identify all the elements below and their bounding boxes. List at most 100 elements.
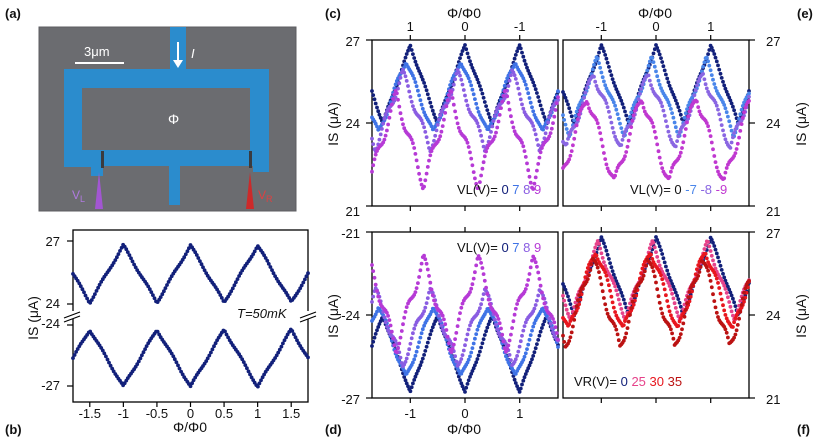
- d-point: [517, 390, 522, 394]
- c-point: [465, 51, 470, 56]
- c-point: [523, 62, 528, 67]
- d-point: [468, 375, 472, 379]
- e-point: [651, 124, 656, 129]
- e-point: [732, 108, 736, 113]
- b-lower-point: [144, 344, 149, 348]
- d-point: [551, 330, 555, 335]
- c-point: [435, 123, 440, 127]
- e-point: [693, 88, 698, 92]
- b-upper-point: [91, 295, 96, 299]
- e-point: [628, 114, 632, 119]
- e-point: [695, 83, 699, 88]
- c-point: [531, 109, 536, 114]
- f-legend-value: 25: [631, 374, 649, 389]
- d-point: [556, 345, 560, 349]
- e-point: [563, 122, 568, 127]
- e-point: [564, 141, 569, 146]
- d-point: [416, 281, 420, 285]
- e-point: [660, 60, 665, 64]
- b-lower-point: [169, 351, 174, 356]
- d-point: [440, 327, 445, 332]
- c-point: [478, 113, 482, 117]
- c-point: [496, 119, 501, 124]
- e-point: [660, 166, 665, 171]
- panel-c-data: [370, 43, 560, 191]
- f-point: [731, 313, 735, 318]
- d-point: [523, 351, 528, 356]
- f-point: [716, 315, 720, 319]
- c-point: [461, 46, 466, 50]
- e-point: [598, 65, 603, 70]
- e-point: [732, 131, 736, 135]
- c-point: [388, 109, 393, 113]
- f-point: [664, 293, 668, 298]
- c-point: [538, 103, 543, 108]
- e-point: [641, 105, 646, 110]
- d-point: [479, 261, 483, 265]
- f-point: [707, 244, 712, 249]
- d-point: [481, 272, 486, 276]
- f-point: [711, 258, 715, 263]
- c-point: [511, 125, 516, 130]
- e-point: [737, 135, 741, 140]
- f-point: [600, 289, 605, 294]
- c-point: [537, 99, 542, 104]
- c-point: [544, 126, 549, 130]
- d-point: [468, 290, 472, 294]
- c-point: [463, 93, 467, 98]
- e-point: [718, 71, 723, 76]
- e-point: [604, 56, 609, 61]
- e-point: [616, 116, 621, 121]
- c-point: [501, 94, 506, 98]
- f-point: [564, 291, 569, 295]
- d-point: [453, 337, 457, 341]
- d-point: [424, 344, 429, 349]
- f-point: [602, 296, 606, 300]
- c-point: [409, 99, 414, 104]
- b-lower-point: [104, 354, 108, 359]
- d-point: [398, 335, 403, 340]
- c-point: [389, 102, 394, 107]
- f-point: [563, 303, 568, 308]
- e-ytick-24: 24: [766, 116, 780, 131]
- e-point: [724, 89, 729, 94]
- e-point: [664, 119, 668, 123]
- c-point: [459, 52, 464, 57]
- c-point: [485, 108, 490, 112]
- b-upper-point: [149, 290, 154, 294]
- c-point: [458, 56, 462, 60]
- panel-label-d: (d): [325, 422, 342, 437]
- b-xtick-label: -0.5: [146, 406, 168, 421]
- d-point: [473, 270, 477, 275]
- d-point: [418, 268, 423, 273]
- e-point: [651, 60, 656, 64]
- e-point: [716, 63, 720, 68]
- e-legend-label: VL(V)= 0: [630, 182, 685, 197]
- e-point: [655, 142, 660, 147]
- e-point: [564, 99, 569, 103]
- f-point: [577, 293, 581, 297]
- f-point: [644, 263, 648, 268]
- c-point: [532, 83, 537, 88]
- d-point: [518, 339, 523, 344]
- d-point: [397, 341, 402, 346]
- d-point: [526, 342, 531, 347]
- c-point: [373, 152, 378, 157]
- d-point: [411, 381, 415, 386]
- d-point: [382, 315, 387, 320]
- d-point: [417, 275, 421, 279]
- d-point: [423, 305, 428, 310]
- f-point: [739, 303, 744, 307]
- d-point: [449, 350, 454, 354]
- f-point: [670, 331, 674, 336]
- b-lower-point: [135, 362, 140, 367]
- d-point: [475, 327, 480, 332]
- e-point: [711, 147, 715, 152]
- d-point: [404, 356, 409, 361]
- d-point: [377, 299, 382, 303]
- d-point: [393, 339, 398, 343]
- c-point: [407, 89, 412, 94]
- b-upper-point: [113, 258, 118, 262]
- d-point: [547, 316, 552, 321]
- f-point: [686, 295, 691, 299]
